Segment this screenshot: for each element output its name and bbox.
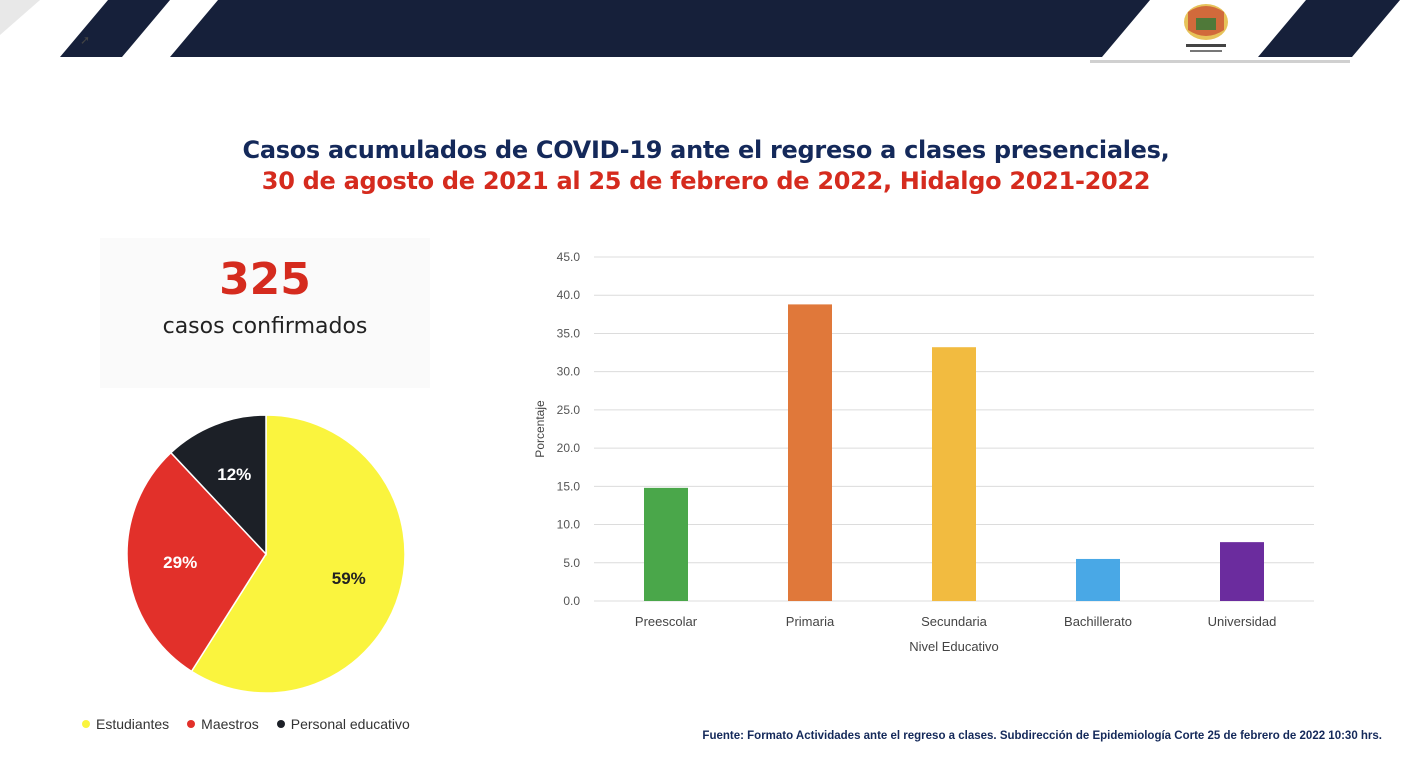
x-axis-label: Nivel Educativo [909,639,999,654]
pie-slice-personal-educativo [169,414,267,556]
bar-primaria [788,304,832,601]
legend-swatch [187,720,196,728]
x-tick-label: Secundaria [921,614,988,629]
y-tick-label: 40.0 [557,288,581,302]
y-tick-label: 15.0 [557,479,581,493]
pie-chart: 59% 29% 12% [126,414,406,694]
y-tick-label: 45.0 [557,250,581,264]
total-cases-panel: 325 casos confirmados [100,238,430,388]
legend-label: Personal educativo [290,716,410,732]
y-tick-label: 10.0 [557,518,581,532]
bar-chart: 0.0 5.0 10.0 15.0 20.0 25.0 30.0 35.0 40.0 45.0 Pr… [533,250,1314,654]
pie-slice-maestros [126,451,267,673]
pie-slice-estudiantes [190,414,406,694]
legend-item: Estudiantes [82,716,169,732]
pie-data-label: 12% [217,465,251,484]
y-tick-label: 5.0 [563,556,580,570]
state-coat-of-arms-icon [1184,4,1228,52]
x-tick-label: Preescolar [635,614,698,629]
y-tick-label: 35.0 [557,326,581,340]
total-cases-label: casos confirmados [162,314,368,339]
bar-secundaria [932,347,976,601]
legend-label: Estudiantes [96,716,170,732]
chart-title: Casos acumulados de COVID-19 ante el reg… [242,136,1170,164]
legend-item: Maestros [187,716,259,732]
y-tick-label: 20.0 [557,441,581,455]
legend-item: Personal educativo [276,716,410,732]
x-tick-label: Universidad [1208,614,1277,629]
legend-label: Maestros [201,716,259,732]
mouse-cursor-icon: ➚ [80,33,91,47]
legend-swatch [276,720,285,728]
bar-bachillerato [1076,558,1120,601]
x-tick-label: Bachillerato [1064,614,1132,629]
pie-data-label: 29% [163,553,197,572]
y-tick-label: 0.0 [563,594,580,608]
bar-preescolar [644,487,688,601]
chart-subtitle: 30 de agosto de 2021 al 25 de febrero de… [261,167,1151,195]
legend-swatch [82,720,90,728]
x-tick-label: Primaria [786,614,835,629]
pie-legend: Estudiantes Maestros Personal educativo [82,716,410,732]
total-cases-number: 325 [219,254,311,305]
y-axis-label: Porcentaje [533,400,547,458]
source-note: Fuente: Formato Actividades ante el regr… [702,730,1382,742]
y-tick-label: 30.0 [557,365,581,379]
y-tick-label: 25.0 [557,403,581,417]
header-banner [0,0,1412,70]
bar-universidad [1220,542,1264,601]
pie-data-label: 59% [332,569,366,588]
